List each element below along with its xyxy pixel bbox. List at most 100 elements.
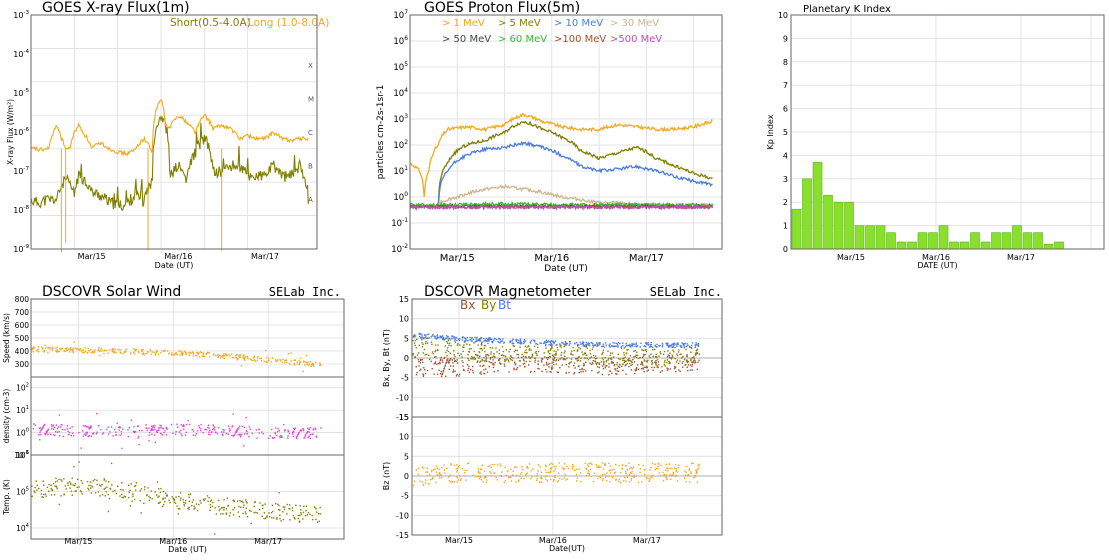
wind-point [245,513,247,515]
wind-point [218,506,220,508]
mag-point [670,474,672,476]
wind-point [188,506,190,508]
wind-point [284,506,286,508]
mag-point [537,363,539,365]
mag-point [448,362,450,364]
mag-point [599,343,601,345]
wind-point [184,502,187,504]
mag-point [594,472,596,474]
mag-point [572,468,574,470]
mag-point [530,470,532,472]
mag-point [687,370,689,372]
mag-ytick: 0 [404,354,409,363]
wind-point [181,354,183,356]
mag-point [441,477,443,479]
wind-point [79,490,82,492]
wind-point [308,428,310,430]
kp-bar [1001,232,1012,250]
mag-point [422,361,424,363]
wind-point [241,425,244,428]
mag-legend-0: Bx [460,298,475,312]
wind-point [210,431,213,433]
wind-point [277,503,279,505]
mag-point [683,344,685,346]
mag-point [587,472,589,474]
mag-xtick: Mar/16 [539,536,567,545]
wind-point [147,350,149,353]
wind-point [300,361,302,363]
mag-point [566,357,568,359]
mag-point [661,370,663,372]
wind-point [250,359,252,361]
mag-point [512,338,514,340]
mag-point [417,473,420,476]
mag-point [685,471,687,474]
mag-point [601,479,604,482]
mag-point [526,472,528,474]
wind-point [222,429,224,431]
mag-point [582,354,584,356]
wind-point [86,431,88,434]
wind-point [246,356,249,358]
wind-point [141,350,143,353]
mag-point [690,351,692,353]
mag-point [670,358,673,360]
mag-point [687,344,689,347]
mag-point [456,359,458,361]
wind-point [81,352,84,354]
mag-point [600,466,602,468]
wind-point [182,498,184,501]
mag-point [624,365,626,367]
wind-point [278,436,281,438]
wind-point [51,428,53,430]
mag-point [440,356,442,359]
wind-point [102,433,104,435]
wind-point [158,429,160,431]
mag-point [658,472,660,474]
wind-point [274,431,277,434]
mag-point [589,353,592,355]
mag-point [675,474,677,477]
wind-point [85,431,87,434]
mag-point [456,477,459,479]
wind-point [282,511,284,513]
wind-point [73,465,75,468]
wind-point [98,347,100,349]
wind-point [261,515,263,518]
mag-point [558,462,560,464]
mag-point [463,341,466,343]
mag-point [453,481,455,483]
wind-point [52,349,54,351]
mag-point [502,338,504,340]
wind-point [307,427,309,429]
wind-point [292,427,295,430]
wind-point [86,352,89,354]
mag-point [630,344,632,346]
wind-point [53,434,55,436]
wind-point [298,364,301,366]
wind-point [99,495,101,497]
wind-point [245,416,247,419]
mag-point [600,345,603,348]
kp-xtick: Mar/16 [922,253,950,262]
mag-point [576,477,579,479]
kp-ytick: 0 [783,245,788,254]
mag-point [541,358,543,360]
wind-point [318,513,320,515]
mag-point [573,469,576,471]
mag-point [568,344,570,346]
wind-point [239,499,241,502]
mag-point [517,354,520,356]
mag-point [516,366,519,369]
mag-point [545,339,548,341]
wind-point [245,499,247,501]
mag-point [472,357,474,359]
mag-point [579,348,582,350]
mag-point [484,475,486,477]
wind-point [88,435,91,437]
wind-point [175,353,177,355]
wind-point [239,356,241,358]
wind-point [103,488,105,490]
wind-point [159,491,162,494]
